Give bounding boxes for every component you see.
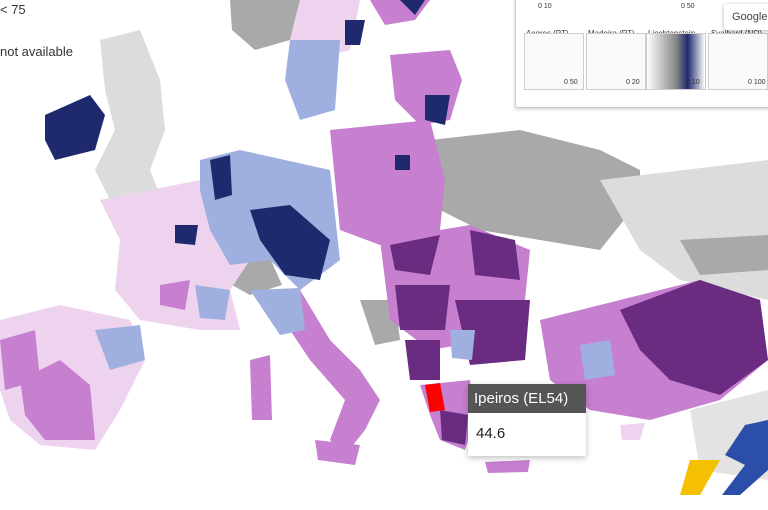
- region-cyprus: [620, 423, 645, 440]
- region-vilnius: [425, 95, 450, 125]
- region-luxembourg: [175, 225, 198, 245]
- region-france-se: [195, 285, 230, 320]
- region-helsinki: [400, 0, 425, 15]
- region-turkey-east: [620, 280, 768, 395]
- logo-chevron-yellow: [680, 460, 720, 495]
- scale-label: 0 10: [538, 3, 552, 10]
- tooltip-region: Ipeiros (EL54): [468, 384, 586, 413]
- region-france-south: [160, 280, 190, 310]
- region-netherlands: [210, 155, 232, 200]
- scale-label: 0 20: [626, 79, 640, 86]
- region-denmark: [285, 40, 340, 120]
- map-button[interactable]: Google: [724, 4, 768, 30]
- land-caucasus: [680, 235, 768, 275]
- region-ankara: [580, 340, 615, 380]
- legend-item: < 75: [0, 2, 26, 17]
- region-stockholm: [345, 20, 365, 45]
- land-uk: [95, 30, 165, 200]
- scale-label: 0 100: [748, 79, 766, 86]
- region-warsaw: [395, 155, 410, 170]
- region-crete: [485, 460, 530, 473]
- land-norway: [230, 0, 300, 50]
- tooltip: Ipeiros (EL54) 44.6: [468, 384, 586, 456]
- region-ipeiros: [425, 383, 445, 412]
- scale-label: 0 10: [686, 79, 700, 86]
- logo-chevron-blue: [722, 420, 768, 495]
- region-poland: [330, 120, 445, 245]
- region-bulgaria: [455, 300, 530, 365]
- land-belarus: [430, 130, 640, 250]
- region-bavaria: [250, 205, 330, 280]
- region-italy: [250, 290, 380, 455]
- tooltip-value: 44.6: [476, 425, 506, 442]
- region-hungary-east: [390, 235, 440, 275]
- inset-box: [524, 33, 584, 90]
- region-portugal: [0, 330, 40, 390]
- inset-box: [708, 33, 768, 90]
- region-sofia: [450, 330, 475, 360]
- region-ireland: [45, 95, 105, 160]
- scale-label: 0 50: [681, 3, 695, 10]
- inset-box: [646, 33, 706, 90]
- legend-item: not available: [0, 44, 73, 59]
- scale-label: 0 50: [564, 79, 578, 86]
- region-moldavia: [470, 230, 520, 280]
- region-albania: [405, 340, 440, 380]
- region-serbia: [395, 285, 450, 330]
- inset-box: [586, 33, 646, 90]
- region-sicily: [315, 440, 360, 465]
- region-madrid: [95, 325, 145, 370]
- region-greece-west: [440, 410, 468, 445]
- region-italy-north: [250, 288, 305, 335]
- land-east: [600, 160, 768, 300]
- region-sardinia: [250, 355, 272, 420]
